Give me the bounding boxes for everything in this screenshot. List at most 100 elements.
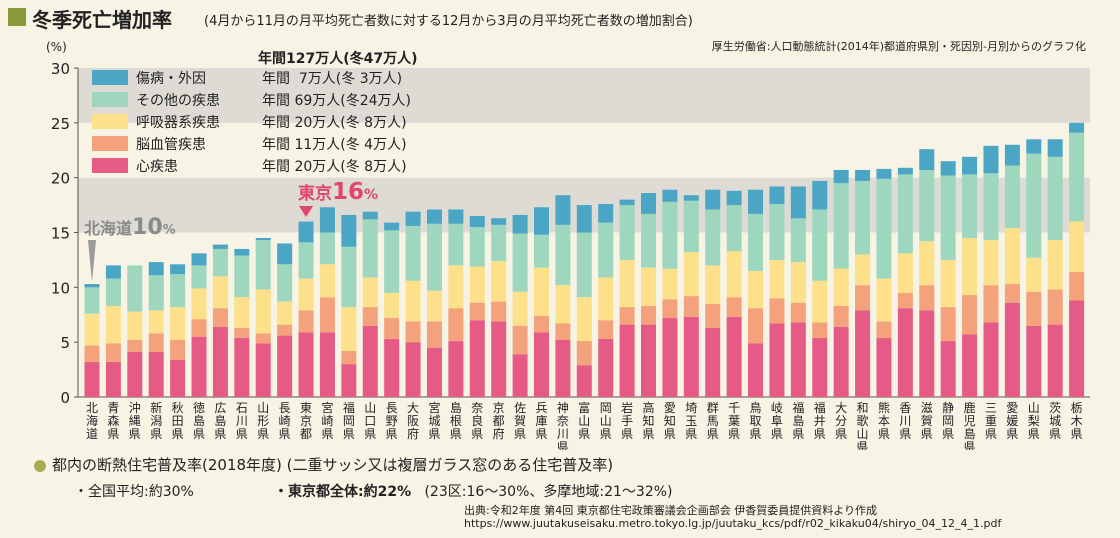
bar-segment-injury (683, 195, 699, 201)
bar-segment-heart (748, 343, 764, 397)
bar-segment-other (448, 223, 464, 266)
bar-segment-heart (491, 321, 507, 397)
x-tick-label: 県 (578, 427, 590, 441)
bar-segment-other (127, 265, 143, 312)
y-tick-label: 0 (60, 389, 70, 407)
bar-segment-other (641, 213, 657, 268)
grid-band (78, 68, 1090, 123)
x-tick-label: 新 (150, 400, 162, 415)
bar-segment-other (105, 278, 121, 306)
bar-segment-heart (127, 352, 143, 397)
bar-segment-heart (705, 327, 721, 397)
bar-segment-other (298, 242, 314, 279)
bar-segment-respiratory (962, 237, 978, 296)
x-tick-label: 根 (450, 414, 462, 428)
bar-segment-cerebro (576, 341, 592, 366)
bar-segment-heart (341, 364, 357, 397)
bar-segment-other (84, 287, 100, 314)
x-tick-label: 府 (407, 426, 419, 441)
x-tick-label: 県 (471, 427, 483, 441)
x-tick-label: 県 (835, 427, 847, 441)
bar-segment-heart (598, 338, 614, 397)
x-tick-label: 島 (792, 413, 804, 428)
x-tick-label: 井 (814, 414, 826, 428)
x-tick-label: 福 (792, 400, 804, 415)
bar-segment-cerebro (469, 302, 485, 321)
bar-segment-heart (855, 310, 871, 397)
bar-segment-other (191, 265, 207, 289)
bar-segment-other (876, 178, 892, 279)
bar-segment-cerebro (362, 307, 378, 326)
y-tick-label: 25 (51, 115, 70, 133)
bar-segment-respiratory (855, 254, 871, 286)
bar-segment-other (748, 213, 764, 271)
x-tick-label: 山 (364, 401, 376, 415)
bar-segment-cerebro (641, 305, 657, 325)
bar-segment-respiratory (683, 252, 699, 297)
legend-header: 年間127万人(冬47万人) (258, 51, 418, 67)
bar-segment-respiratory (598, 277, 614, 321)
x-tick-label: 宮 (321, 400, 333, 415)
legend-swatch-other (92, 92, 128, 107)
bar-segment-injury (384, 222, 400, 231)
bar-segment-respiratory (641, 267, 657, 306)
x-tick-label: 手 (621, 414, 633, 428)
bar-segment-cerebro (255, 333, 271, 344)
bar-segment-respiratory (170, 307, 186, 340)
y-tick-label: 5 (60, 334, 70, 352)
bar-segment-injury (512, 214, 528, 234)
bar-segment-cerebro (277, 324, 293, 336)
x-tick-label: 崎 (279, 414, 291, 428)
x-tick-label: 県 (921, 427, 933, 441)
x-tick-label: 県 (600, 427, 612, 441)
x-tick-label: 県 (1006, 427, 1018, 441)
bar-segment-cerebro (319, 297, 335, 333)
x-tick-label: 県 (386, 427, 398, 441)
hokkaido-annotation: 北海道10% (84, 215, 176, 240)
bar-segment-heart (1069, 300, 1085, 397)
legend-swatch-injury (92, 70, 128, 85)
bar-segment-heart (234, 337, 250, 397)
tokyo-breakdown: (23区:16〜30%、多摩地域:21〜32%) (424, 484, 673, 500)
bar-segment-respiratory (362, 277, 378, 308)
bar-segment-respiratory (619, 259, 635, 308)
x-tick-label: 県 (236, 427, 248, 441)
x-tick-label: 県 (814, 427, 826, 441)
x-tick-label: 崎 (321, 414, 333, 428)
bar-segment-injury (619, 199, 635, 206)
bar-segment-cerebro (897, 292, 913, 309)
x-tick-label: 広 (214, 401, 226, 415)
bar-segment-respiratory (1004, 228, 1020, 285)
legend-label-other: その他の疾患 (136, 93, 220, 109)
x-tick-label: 良 (471, 413, 483, 428)
x-tick-label: 県 (985, 427, 997, 441)
bar-segment-respiratory (533, 267, 549, 316)
bar-segment-injury (1026, 139, 1042, 154)
x-tick-label: 島 (214, 413, 226, 428)
bar-segment-cerebro (748, 308, 764, 344)
bar-segment-other (855, 180, 871, 255)
bar-segment-cerebro (790, 302, 806, 323)
bar-segment-other (1069, 132, 1085, 222)
x-tick-label: 山 (600, 414, 612, 428)
bar-segment-respiratory (148, 310, 164, 334)
legend-label-cerebro: 脳血管疾患 (136, 137, 206, 153)
tokyo-arrow-icon (299, 206, 314, 217)
bar-segment-injury (576, 205, 592, 233)
bar-segment-respiratory (705, 265, 721, 304)
bar-segment-heart (940, 341, 956, 397)
bar-segment-heart (1026, 325, 1042, 397)
bar-segment-cerebro (170, 339, 186, 360)
bar-segment-heart (983, 322, 999, 397)
bar-segment-heart (84, 361, 100, 397)
bar-segment-injury (105, 265, 121, 279)
bar-segment-cerebro (855, 285, 871, 311)
survey-title: 都内の断熱住宅普及率(2018年度) (二重サッシ又は複層ガラス窓のある住宅普及… (52, 456, 614, 474)
bar-segment-other (919, 169, 935, 242)
bar-segment-heart (962, 334, 978, 397)
bar-segment-heart (384, 338, 400, 397)
y-tick-label: 10 (51, 279, 70, 297)
x-tick-label: 県 (899, 427, 911, 441)
x-tick-label: 田 (172, 414, 184, 428)
bar-segment-heart (919, 310, 935, 397)
